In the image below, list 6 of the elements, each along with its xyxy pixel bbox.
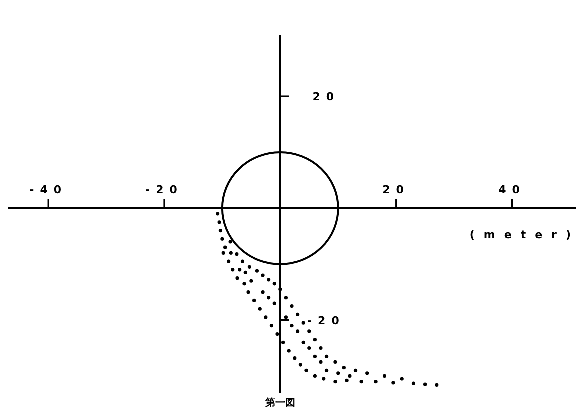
text: 第一図 [264,397,296,408]
x-axis-title: (meter) [470,228,580,242]
x-tick-label: 20 [382,183,410,196]
x-tick-label: -20 [146,183,184,196]
x-tick-label: -40 [30,183,68,196]
x-tick-label: 40 [498,183,526,196]
